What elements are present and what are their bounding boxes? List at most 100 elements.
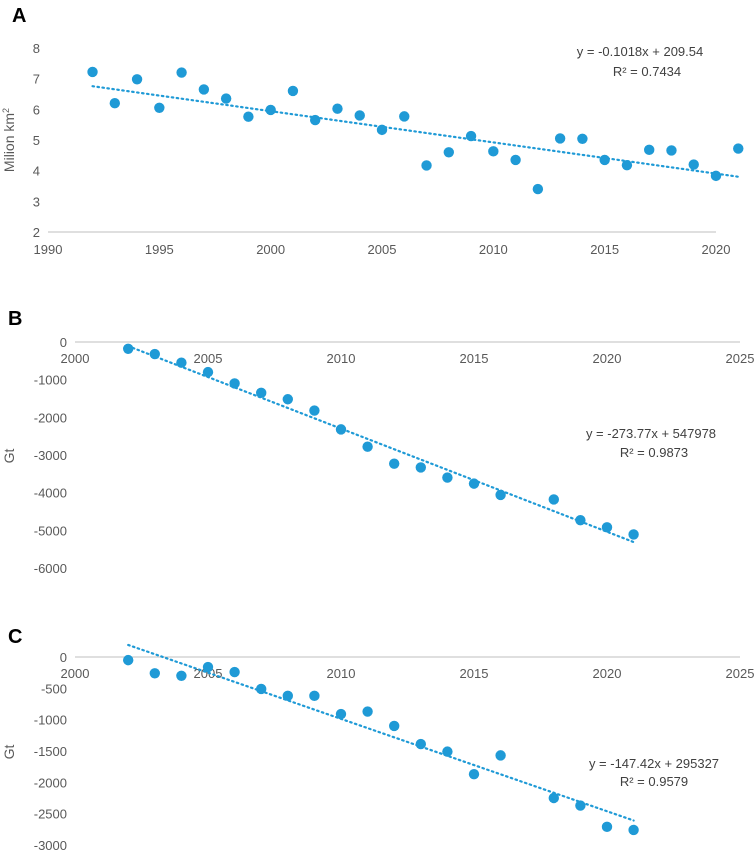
panel-letter: C: [8, 626, 22, 648]
data-point: [287, 85, 299, 97]
x-tick-label: 1990: [34, 242, 63, 257]
y-tick-label: -3000: [34, 448, 67, 463]
trendline-r-squared: R² = 0.9873: [620, 445, 688, 460]
x-tick-label: 2000: [61, 351, 90, 366]
data-point: [202, 661, 214, 673]
panel-letter: A: [12, 5, 26, 27]
data-point: [198, 84, 210, 95]
y-tick-label: 5: [33, 133, 40, 148]
data-point: [256, 387, 267, 399]
x-tick-label: 2005: [194, 351, 223, 366]
data-point: [123, 654, 134, 666]
data-point: [488, 146, 499, 157]
x-tick-label: 2000: [61, 666, 90, 681]
y-tick-label: 8: [33, 41, 40, 56]
y-tick-label: 3: [33, 194, 40, 209]
trend-line: [127, 643, 635, 822]
data-point: [510, 154, 521, 166]
data-point: [415, 462, 426, 473]
x-tick-label: 2010: [327, 351, 356, 366]
x-tick-label: 2000: [256, 242, 285, 257]
data-point: [442, 472, 453, 483]
x-tick-label: 2025: [726, 666, 754, 681]
y-axis-label: Gt: [1, 449, 17, 464]
data-point: [123, 343, 134, 354]
y-tick-label: 7: [33, 72, 40, 87]
y-tick-label: 0: [60, 650, 67, 665]
x-tick-label: 2020: [702, 242, 731, 257]
data-point: [87, 66, 98, 78]
x-tick-label: 2015: [590, 242, 619, 257]
y-tick-label: 6: [33, 102, 40, 117]
data-point: [332, 103, 343, 114]
data-point: [229, 378, 240, 389]
data-point: [628, 529, 639, 540]
y-tick-label: -6000: [34, 561, 67, 576]
data-point: [601, 522, 613, 533]
data-point: [548, 792, 559, 804]
chart-panel-b: B Gt 2000 2005 2010 2015 2020 2025 0 -1000 -2000 -3…: [1, 308, 754, 576]
data-point: [202, 366, 214, 378]
x-tick-label: 2020: [593, 351, 622, 366]
y-tick-label: 0: [60, 335, 67, 350]
data-point: [688, 159, 699, 170]
data-point: [256, 683, 267, 695]
y-tick-label: -2000: [34, 410, 67, 425]
data-point: [599, 154, 610, 166]
data-point: [495, 750, 506, 761]
data-point: [335, 424, 347, 435]
data-point: [468, 478, 480, 489]
trendline-r-squared: R² = 0.7434: [613, 64, 681, 79]
trend-line: [127, 345, 635, 544]
data-point: [468, 768, 480, 780]
x-tick-label: 2015: [460, 351, 489, 366]
trend-line: [91, 85, 740, 178]
data-point: [282, 690, 293, 702]
y-tick-label: -2500: [34, 807, 67, 822]
trendline-equation: y = -0.1018x + 209.54: [577, 44, 703, 59]
data-point: [176, 670, 187, 681]
y-tick-label: -3000: [34, 838, 67, 850]
x-tick-label: 2025: [726, 351, 754, 366]
data-point: [399, 111, 410, 122]
data-point: [443, 147, 454, 158]
data-point: [733, 143, 744, 154]
trendline-r-squared: R² = 0.9579: [620, 774, 688, 789]
data-point: [575, 514, 586, 526]
data-point: [554, 133, 566, 144]
data-point: [628, 824, 639, 836]
y-axis-label: Milion km2: [1, 108, 17, 172]
data-point: [265, 104, 276, 116]
y-tick-label: 4: [33, 164, 40, 179]
y-tick-label: -1500: [34, 744, 67, 759]
y-tick-label: 2: [33, 225, 40, 240]
data-point: [354, 110, 365, 121]
data-point: [495, 489, 506, 501]
y-tick-label: -4000: [34, 486, 67, 501]
x-tick-label: 2020: [593, 666, 622, 681]
y-tick-label: -2000: [34, 775, 67, 790]
data-point: [666, 145, 677, 156]
data-point: [644, 144, 655, 156]
data-point: [243, 111, 254, 122]
data-point: [415, 738, 426, 750]
data-point: [282, 394, 293, 405]
y-tick-label: -1000: [34, 373, 67, 388]
data-point: [109, 98, 121, 109]
data-point: [621, 159, 633, 171]
data-point: [575, 800, 586, 811]
y-tick-label: -500: [41, 681, 67, 696]
data-point: [362, 706, 373, 717]
trendline-equation: y = -147.42x + 295327: [589, 756, 719, 771]
data-point: [229, 666, 240, 678]
y-axis-label: Gt: [1, 745, 17, 760]
data-point: [309, 690, 320, 702]
data-point: [149, 348, 160, 360]
data-point: [577, 133, 588, 144]
data-point: [465, 130, 477, 142]
chart-panel-c: CGt2000200520102015202020250-500-1000-15…: [1, 626, 754, 850]
data-point: [421, 160, 432, 171]
x-tick-label: 2005: [368, 242, 397, 257]
data-point: [176, 67, 187, 78]
